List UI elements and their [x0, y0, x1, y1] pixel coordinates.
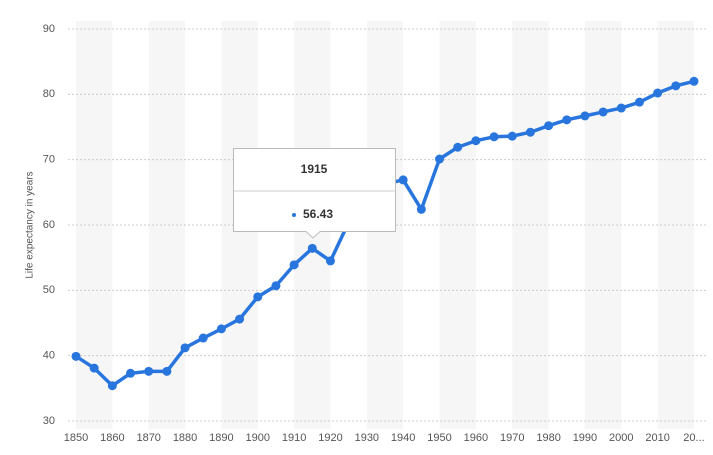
grid-band	[148, 21, 186, 429]
x-tick-label: 20...	[683, 432, 704, 444]
point	[198, 333, 208, 343]
point	[307, 243, 317, 253]
tooltip-value: 56.43	[303, 207, 333, 221]
point	[253, 292, 263, 302]
tooltip: 1915 56.43	[233, 148, 396, 239]
x-tick-label: 1970	[500, 432, 524, 444]
x-tick-label: 1940	[391, 432, 415, 444]
point	[398, 175, 408, 185]
point	[325, 256, 335, 266]
point	[216, 324, 226, 334]
x-tick-label: 1890	[209, 432, 233, 444]
x-tick-label: 1950	[427, 432, 451, 444]
x-tick-label: 1910	[282, 432, 306, 444]
y-tick-label: 70	[43, 154, 55, 166]
point	[671, 81, 681, 91]
x-tick-label: 1990	[573, 432, 597, 444]
point	[453, 142, 463, 152]
point	[416, 204, 426, 214]
y-tick-label: 90	[43, 23, 55, 35]
point	[271, 281, 281, 291]
x-tick-label: 1870	[136, 432, 160, 444]
x-tick-label: 1960	[464, 432, 488, 444]
point	[471, 136, 481, 146]
x-tick-label: 1850	[64, 432, 88, 444]
point	[89, 363, 99, 373]
y-tick-label: 40	[43, 350, 55, 362]
tooltip-box	[233, 148, 396, 239]
point	[562, 115, 572, 125]
x-tick-label: 1860	[100, 432, 124, 444]
y-axis-label: Life expectancy in years	[25, 171, 36, 278]
point	[162, 366, 172, 376]
point	[580, 111, 590, 121]
x-tick-label: 1880	[173, 432, 197, 444]
point	[144, 366, 154, 376]
point	[598, 107, 608, 117]
y-tick-label: 60	[43, 219, 55, 231]
point	[507, 131, 517, 141]
point	[289, 260, 299, 270]
point	[235, 314, 245, 324]
x-tick-label: 2000	[609, 432, 633, 444]
point	[544, 121, 554, 131]
x-tick-label: 1930	[355, 432, 379, 444]
point	[489, 132, 499, 142]
point	[525, 127, 535, 137]
y-tick-label: 30	[43, 415, 55, 427]
grid-band	[512, 21, 549, 429]
y-tick-label: 50	[43, 284, 55, 296]
point	[634, 97, 644, 107]
x-tick-label: 1980	[536, 432, 560, 444]
x-tick-label: 1900	[246, 432, 270, 444]
tooltip-title: 1915	[301, 162, 328, 176]
point	[689, 76, 699, 86]
x-tick-label: 2010	[645, 432, 669, 444]
point	[653, 88, 663, 98]
x-tick-label: 1920	[318, 432, 342, 444]
point	[107, 381, 117, 391]
point	[616, 103, 626, 113]
point	[71, 351, 81, 361]
point	[180, 343, 190, 353]
tooltip-bullet	[292, 213, 296, 217]
y-tick-label: 80	[43, 88, 55, 100]
point	[435, 154, 445, 164]
grid-band	[584, 21, 622, 429]
point	[126, 368, 136, 378]
